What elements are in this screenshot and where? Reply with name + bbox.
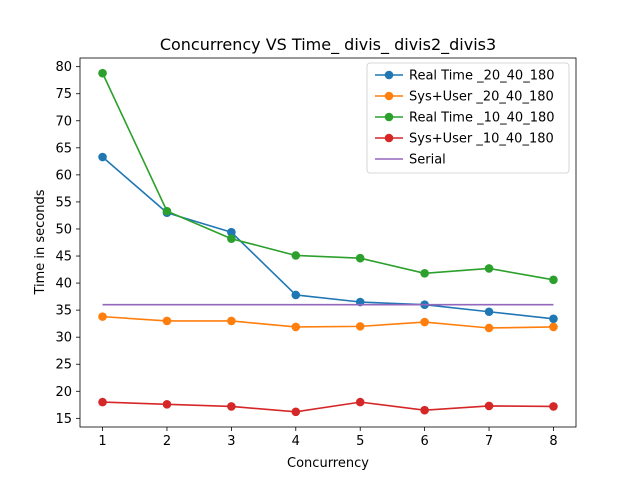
data-point xyxy=(227,227,236,237)
data-point xyxy=(355,253,365,263)
legend-label: Sys+User _20_40_180 xyxy=(409,90,554,105)
data-point xyxy=(162,399,172,409)
x-tick-label: 8 xyxy=(549,434,557,449)
y-axis-label: Time in seconds xyxy=(33,189,48,295)
y-tick-label: 70 xyxy=(55,114,72,129)
legend-label: Serial xyxy=(409,153,446,168)
series-line xyxy=(102,401,554,413)
data-point xyxy=(549,402,558,411)
legend: Real Time _20_40_180 Sys+User _20_40_180 R… xyxy=(366,62,570,174)
y-tick-label: 20 xyxy=(55,385,72,400)
y-tick-label: 65 xyxy=(55,141,72,156)
y-tick-label: 50 xyxy=(55,222,72,237)
data-point xyxy=(484,307,494,317)
data-point xyxy=(291,407,301,417)
data-point xyxy=(355,397,365,407)
data-point xyxy=(227,316,236,326)
legend-label: Sys+User _10_40_180 xyxy=(409,132,554,147)
y-tick-label: 75 xyxy=(55,87,72,102)
x-tick-label: 7 xyxy=(485,434,493,449)
data-point xyxy=(98,312,107,321)
data-point xyxy=(549,314,558,324)
data-point xyxy=(420,269,429,278)
data-point xyxy=(484,401,494,411)
y-tick-label: 35 xyxy=(55,304,72,319)
data-point xyxy=(549,322,558,332)
data-point xyxy=(227,402,236,411)
data-point xyxy=(484,264,494,273)
x-tick-label: 1 xyxy=(98,434,106,449)
legend-label: Real Time _20_40_180 xyxy=(409,69,555,84)
legend-marker xyxy=(384,91,394,101)
x-tick-label: 5 xyxy=(356,434,364,449)
y-tick-label: 40 xyxy=(55,277,72,292)
x-tick-label: 4 xyxy=(292,434,300,449)
x-tick-label: 6 xyxy=(420,434,428,449)
data-point xyxy=(291,290,301,300)
chart-title: Concurrency VS Time_ divis_ divis2_divis… xyxy=(160,35,496,55)
axes-frame xyxy=(79,57,577,428)
x-axis-label: Concurrency xyxy=(287,456,369,471)
data-point xyxy=(484,323,494,333)
legend-marker xyxy=(384,112,394,122)
data-point xyxy=(162,316,172,326)
data-point xyxy=(549,275,558,285)
data-point xyxy=(291,251,301,260)
data-point xyxy=(227,234,236,244)
data-point xyxy=(420,405,429,415)
data-point xyxy=(291,322,301,332)
y-tick-label: 25 xyxy=(55,358,72,373)
y-tick-label: 60 xyxy=(55,168,72,183)
series-line xyxy=(101,72,554,281)
y-tick-label: 30 xyxy=(55,331,72,346)
data-point xyxy=(420,317,429,327)
data-point xyxy=(98,152,107,162)
data-point xyxy=(355,322,365,331)
y-tick-label: 45 xyxy=(55,250,72,265)
data-point xyxy=(98,68,107,78)
legend-marker xyxy=(384,70,394,80)
x-tick-label: 2 xyxy=(163,434,171,449)
y-tick-label: 55 xyxy=(55,195,72,210)
x-tick-label: 3 xyxy=(227,434,235,449)
data-point xyxy=(98,397,107,407)
y-tick-label: 80 xyxy=(55,60,72,75)
legend-marker xyxy=(384,133,394,143)
series-line xyxy=(102,315,554,329)
legend-label: Real Time _10_40_180 xyxy=(409,111,555,126)
legend-frame xyxy=(366,62,570,174)
data-point xyxy=(162,206,172,216)
y-tick-label: 15 xyxy=(55,412,72,427)
